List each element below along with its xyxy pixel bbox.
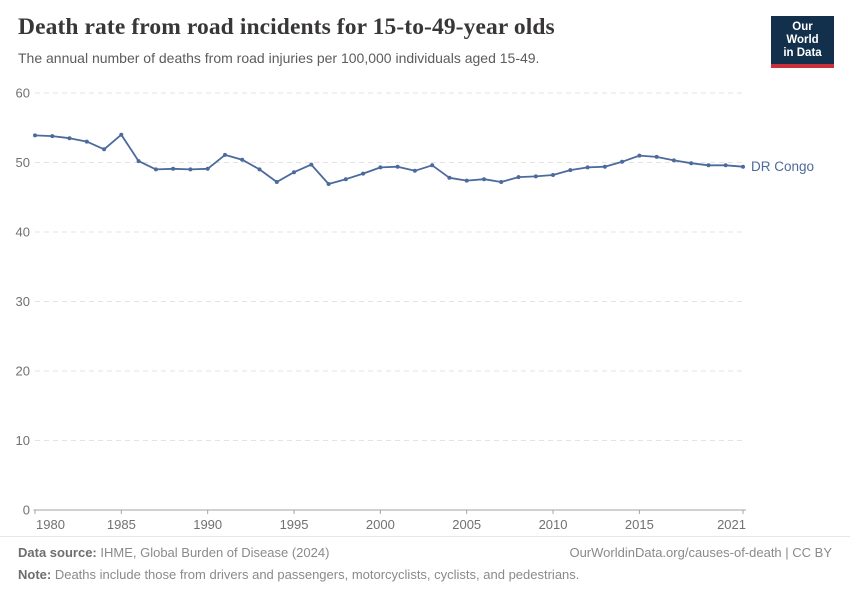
data-point[interactable] <box>84 139 89 144</box>
data-point[interactable] <box>671 158 676 163</box>
note-text: Deaths include those from drivers and pa… <box>51 567 580 582</box>
y-tick-label: 10 <box>16 433 30 448</box>
data-point[interactable] <box>430 163 435 168</box>
x-tick-label: 1990 <box>193 517 222 532</box>
data-point[interactable] <box>412 168 417 173</box>
chart-subtitle: The annual number of deaths from road in… <box>18 50 540 66</box>
data-point[interactable] <box>119 132 124 137</box>
x-tick-label: 1985 <box>107 517 136 532</box>
data-point[interactable] <box>171 166 176 171</box>
data-point[interactable] <box>654 154 659 159</box>
data-point[interactable] <box>447 175 452 180</box>
x-tick-label: 1980 <box>36 517 65 532</box>
data-point[interactable] <box>723 163 728 168</box>
data-point[interactable] <box>516 175 521 180</box>
owid-logo-line2: in Data <box>783 47 822 59</box>
data-point[interactable] <box>240 157 245 162</box>
footer-row: Data source: IHME, Global Burden of Dise… <box>18 545 832 560</box>
data-point[interactable] <box>395 164 400 169</box>
data-point[interactable] <box>689 161 694 166</box>
y-tick-label: 30 <box>16 294 30 309</box>
x-tick-label: 2005 <box>452 517 481 532</box>
series-line[interactable] <box>34 133 744 185</box>
note-label: Note: <box>18 567 52 582</box>
data-point[interactable] <box>257 167 262 172</box>
plot-area[interactable]: 0 10 20 30 40 50 60 1980 1985 1990 1995 2000 2005 201… <box>0 0 850 540</box>
footer-note: Note: Deaths include those from drivers … <box>18 567 832 582</box>
data-point[interactable] <box>533 174 538 179</box>
chart-header: Death rate from road incidents for 15-to… <box>18 14 758 66</box>
data-point[interactable] <box>637 153 642 158</box>
y-tick-label: 60 <box>16 86 30 101</box>
x-tick-label: 2015 <box>625 517 654 532</box>
data-point[interactable] <box>378 165 383 170</box>
data-point[interactable] <box>741 164 745 169</box>
data-point[interactable] <box>568 168 573 173</box>
y-tick-label: 50 <box>16 155 30 170</box>
owid-logo-text: Our World in Data <box>771 16 834 64</box>
data-point[interactable] <box>482 177 486 182</box>
chart-footer: Data source: IHME, Global Burden of Dise… <box>0 536 850 600</box>
data-point[interactable] <box>274 180 279 184</box>
data-point[interactable] <box>361 171 366 176</box>
y-tick-label: 0 <box>23 503 30 518</box>
data-point[interactable] <box>343 177 348 182</box>
x-tick-label: 2021 <box>717 517 746 532</box>
x-tick-label: 2000 <box>366 517 395 532</box>
x-tick-label: 2010 <box>539 517 568 532</box>
data-point[interactable] <box>67 136 72 141</box>
data-point[interactable] <box>585 165 590 170</box>
owid-logo-accent-bar <box>771 64 834 68</box>
chart-title: Death rate from road incidents for 15-to… <box>18 14 555 40</box>
data-point[interactable] <box>223 152 227 157</box>
data-source-label: Data source: <box>18 545 97 560</box>
data-point[interactable] <box>153 167 158 172</box>
owid-logo-line1: Our World <box>786 21 819 46</box>
data-point[interactable] <box>102 147 107 152</box>
data-point[interactable] <box>136 159 141 164</box>
owid-logo[interactable]: Our World in Data <box>771 16 834 68</box>
data-point[interactable] <box>551 173 555 177</box>
data-source: Data source: IHME, Global Burden of Dise… <box>18 545 329 560</box>
data-point[interactable] <box>205 166 210 171</box>
data-point[interactable] <box>620 159 625 164</box>
data-point[interactable] <box>602 164 607 169</box>
data-point[interactable] <box>309 162 314 167</box>
data-point[interactable] <box>188 167 193 172</box>
data-point[interactable] <box>499 180 504 184</box>
data-point[interactable] <box>50 134 55 139</box>
data-source-text: IHME, Global Burden of Disease (2024) <box>96 545 330 560</box>
data-point[interactable] <box>464 178 469 183</box>
data-point[interactable] <box>33 133 37 138</box>
y-tick-label: 20 <box>16 364 30 379</box>
x-tick-label: 1995 <box>280 517 309 532</box>
data-point[interactable] <box>706 163 711 168</box>
series-end-label: DR Congo <box>751 159 814 174</box>
data-point[interactable] <box>326 182 331 186</box>
data-point[interactable] <box>292 170 296 175</box>
y-tick-label: 40 <box>16 225 30 240</box>
license-link[interactable]: OurWorldinData.org/causes-of-death | CC … <box>569 545 832 560</box>
